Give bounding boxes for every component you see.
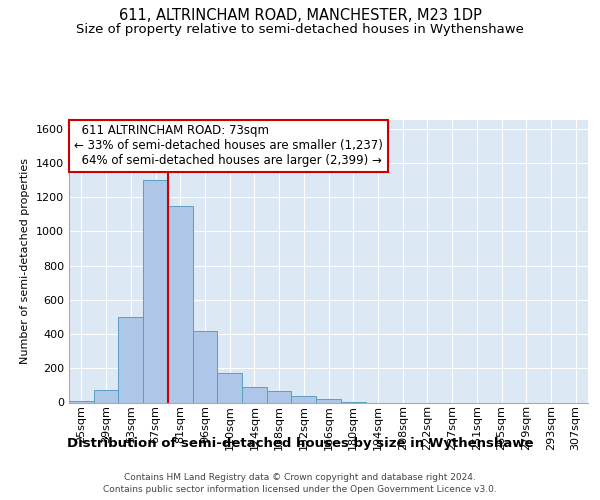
Bar: [94, 390, 118, 402]
Bar: [242, 387, 267, 402]
Bar: [193, 330, 217, 402]
Bar: [316, 399, 341, 402]
Bar: [69, 401, 94, 402]
Text: 611, ALTRINCHAM ROAD, MANCHESTER, M23 1DP: 611, ALTRINCHAM ROAD, MANCHESTER, M23 1D…: [119, 8, 481, 22]
Text: Distribution of semi-detached houses by size in Wythenshawe: Distribution of semi-detached houses by …: [67, 438, 533, 450]
Text: Size of property relative to semi-detached houses in Wythenshawe: Size of property relative to semi-detach…: [76, 22, 524, 36]
Bar: [118, 317, 143, 402]
Bar: [267, 392, 292, 402]
Bar: [292, 396, 316, 402]
Bar: [217, 374, 242, 402]
Text: Contains public sector information licensed under the Open Government Licence v3: Contains public sector information licen…: [103, 485, 497, 494]
Y-axis label: Number of semi-detached properties: Number of semi-detached properties: [20, 158, 31, 364]
Bar: [143, 180, 168, 402]
Bar: [168, 206, 193, 402]
Text: 611 ALTRINCHAM ROAD: 73sqm
← 33% of semi-detached houses are smaller (1,237)
  6: 611 ALTRINCHAM ROAD: 73sqm ← 33% of semi…: [74, 124, 383, 167]
Text: Contains HM Land Registry data © Crown copyright and database right 2024.: Contains HM Land Registry data © Crown c…: [124, 472, 476, 482]
